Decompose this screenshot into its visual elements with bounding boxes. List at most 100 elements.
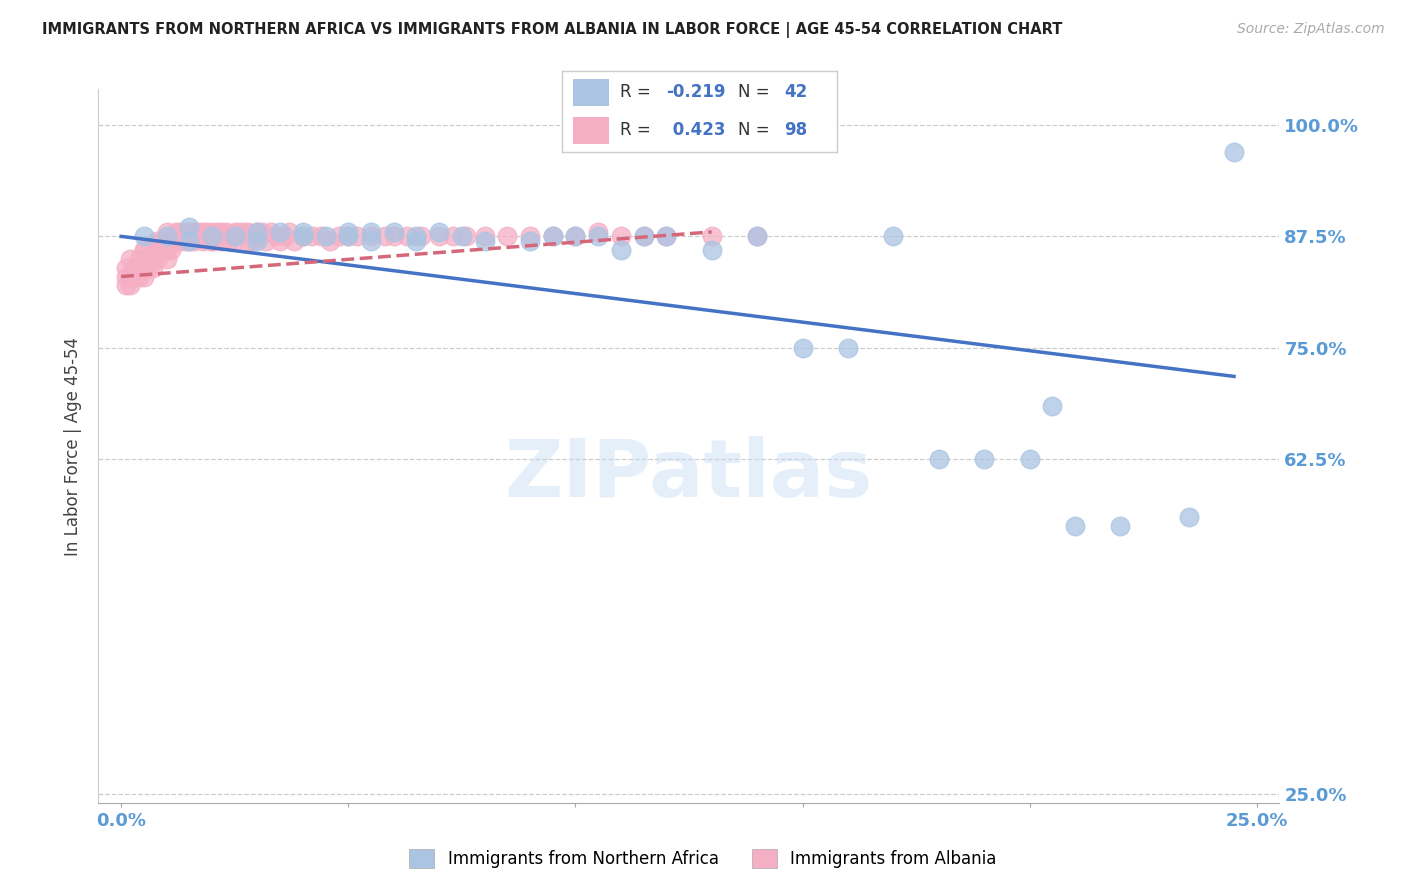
- Point: [160, 234, 183, 248]
- Point: [179, 225, 201, 239]
- Point: [120, 269, 142, 284]
- Point: [319, 234, 342, 248]
- Point: [291, 225, 314, 239]
- Point: [1177, 510, 1199, 524]
- Point: [132, 229, 155, 244]
- Point: [315, 229, 337, 244]
- Point: [187, 225, 209, 239]
- Point: [1223, 145, 1246, 159]
- Point: [138, 260, 160, 275]
- Point: [269, 234, 291, 248]
- Point: [519, 229, 541, 244]
- Point: [179, 225, 201, 239]
- Point: [209, 225, 232, 239]
- Point: [405, 234, 427, 248]
- Point: [610, 243, 633, 257]
- Point: [165, 225, 187, 239]
- Point: [228, 225, 250, 239]
- Point: [610, 229, 633, 244]
- Point: [745, 229, 768, 244]
- Point: [142, 252, 165, 266]
- Point: [173, 234, 195, 248]
- Point: [405, 229, 427, 244]
- Point: [382, 225, 405, 239]
- Point: [232, 225, 254, 239]
- Point: [973, 452, 995, 467]
- Point: [346, 229, 368, 244]
- Point: [250, 225, 273, 239]
- Point: [114, 260, 136, 275]
- Text: R =: R =: [620, 83, 657, 101]
- Point: [882, 229, 904, 244]
- Point: [337, 225, 360, 239]
- Point: [238, 234, 260, 248]
- Point: [224, 234, 246, 248]
- Point: [132, 243, 155, 257]
- Point: [128, 260, 150, 275]
- Point: [374, 229, 396, 244]
- Point: [160, 243, 183, 257]
- Point: [219, 234, 242, 248]
- Point: [1064, 519, 1087, 533]
- Point: [132, 252, 155, 266]
- Point: [291, 229, 314, 244]
- Point: [519, 234, 541, 248]
- Point: [201, 229, 224, 244]
- Point: [246, 225, 269, 239]
- Point: [132, 269, 155, 284]
- Point: [155, 234, 177, 248]
- Point: [1109, 519, 1132, 533]
- Point: [360, 225, 382, 239]
- Point: [541, 229, 564, 244]
- Point: [142, 243, 165, 257]
- Point: [142, 260, 165, 275]
- Point: [209, 234, 232, 248]
- Point: [700, 229, 723, 244]
- Point: [291, 229, 314, 244]
- Point: [146, 252, 169, 266]
- Point: [173, 225, 195, 239]
- Text: 0.423: 0.423: [666, 121, 725, 139]
- Legend: Immigrants from Northern Africa, Immigrants from Albania: Immigrants from Northern Africa, Immigra…: [402, 843, 1004, 875]
- Point: [700, 243, 723, 257]
- Text: R =: R =: [620, 121, 661, 139]
- Point: [155, 229, 177, 244]
- Point: [427, 225, 450, 239]
- Point: [214, 225, 236, 239]
- Point: [655, 229, 678, 244]
- Point: [382, 229, 405, 244]
- Point: [150, 243, 173, 257]
- Point: [132, 260, 155, 275]
- Text: IMMIGRANTS FROM NORTHERN AFRICA VS IMMIGRANTS FROM ALBANIA IN LABOR FORCE | AGE : IMMIGRANTS FROM NORTHERN AFRICA VS IMMIG…: [42, 22, 1063, 38]
- Point: [201, 234, 224, 248]
- Text: N =: N =: [738, 83, 775, 101]
- Point: [586, 225, 609, 239]
- Point: [179, 220, 201, 235]
- Point: [197, 225, 219, 239]
- Point: [155, 225, 177, 239]
- Point: [124, 260, 146, 275]
- Point: [179, 234, 201, 248]
- Point: [586, 229, 609, 244]
- Bar: [574, 78, 609, 106]
- Point: [441, 229, 464, 244]
- Point: [474, 234, 496, 248]
- Point: [264, 229, 287, 244]
- Point: [128, 269, 150, 284]
- Point: [1040, 399, 1063, 413]
- Point: [155, 243, 177, 257]
- Text: ZIPatlas: ZIPatlas: [505, 435, 873, 514]
- Point: [246, 225, 269, 239]
- Text: 98: 98: [785, 121, 807, 139]
- Point: [146, 243, 169, 257]
- Point: [155, 252, 177, 266]
- Point: [409, 229, 432, 244]
- Point: [191, 234, 214, 248]
- Point: [283, 234, 305, 248]
- Text: -0.219: -0.219: [666, 83, 725, 101]
- Point: [655, 229, 678, 244]
- Point: [301, 229, 323, 244]
- Point: [224, 225, 246, 239]
- Point: [633, 229, 655, 244]
- Point: [633, 229, 655, 244]
